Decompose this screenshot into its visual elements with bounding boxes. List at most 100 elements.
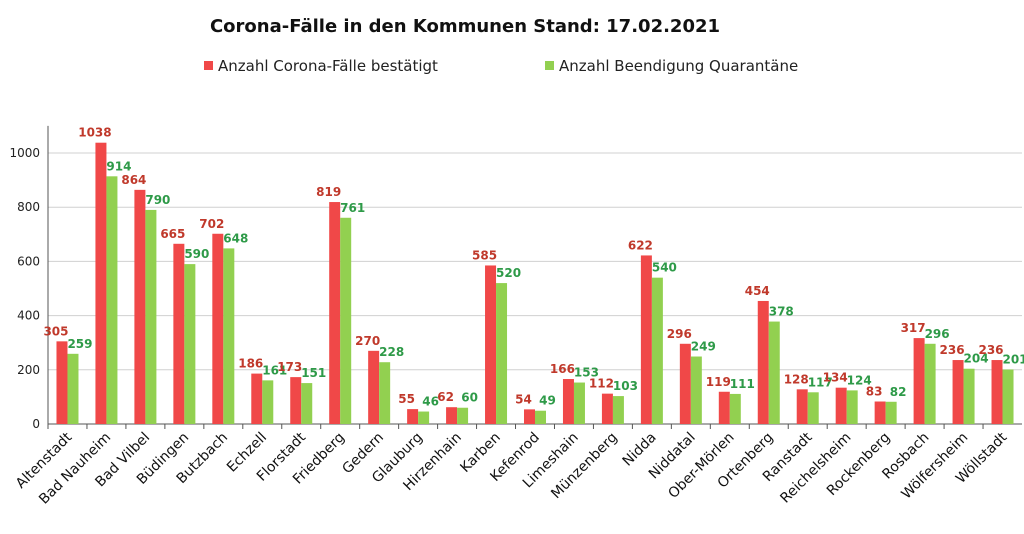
- data-label-quarantine: 520: [496, 266, 521, 280]
- y-tick-label: 800: [17, 200, 40, 214]
- data-label-confirmed: 166: [550, 362, 575, 376]
- bar-quarantine: [496, 283, 508, 424]
- data-label-quarantine: 153: [574, 366, 599, 380]
- bar-confirmed: [524, 409, 535, 424]
- bar-confirmed: [251, 373, 263, 424]
- bar-quarantine: [184, 264, 196, 424]
- bar-confirmed: [913, 338, 925, 424]
- data-label-confirmed: 55: [398, 392, 415, 406]
- bar-quarantine: [457, 407, 469, 424]
- data-label-confirmed: 305: [43, 324, 68, 338]
- bar-quarantine: [729, 393, 741, 424]
- data-label-confirmed: 128: [784, 372, 809, 386]
- data-label-quarantine: 914: [106, 159, 131, 173]
- y-tick-label: 400: [17, 309, 40, 323]
- legend-swatch-quarantine: [545, 61, 554, 70]
- bar-quarantine: [651, 277, 663, 424]
- bar-confirmed: [640, 255, 652, 424]
- bar-quarantine: [963, 368, 975, 424]
- bar-quarantine: [573, 382, 585, 424]
- bar-confirmed: [329, 202, 341, 424]
- bar-quarantine: [223, 248, 235, 424]
- bar-quarantine: [690, 356, 702, 424]
- bar-quarantine: [418, 411, 430, 424]
- bar-confirmed: [134, 189, 146, 424]
- bar-quarantine: [846, 390, 858, 424]
- data-label-quarantine: 49: [539, 394, 556, 408]
- data-label-confirmed: 665: [160, 227, 185, 241]
- bar-confirmed: [991, 360, 1003, 424]
- data-label-quarantine: 201: [1002, 353, 1024, 367]
- y-tick-label: 200: [17, 363, 40, 377]
- bar-quarantine: [340, 217, 352, 424]
- data-label-confirmed: 864: [121, 173, 146, 187]
- bar-confirmed: [757, 300, 769, 424]
- bar-quarantine: [924, 343, 936, 424]
- bar-confirmed: [562, 379, 574, 424]
- data-label-quarantine: 648: [223, 231, 248, 245]
- legend-item-confirmed: Anzahl Corona-Fälle bestätigt: [204, 57, 438, 75]
- data-label-confirmed: 702: [199, 217, 224, 231]
- bar-confirmed: [485, 265, 497, 424]
- data-label-quarantine: 378: [769, 305, 794, 319]
- bar-quarantine: [612, 396, 624, 424]
- data-label-quarantine: 204: [964, 352, 989, 366]
- data-label-confirmed: 622: [628, 238, 653, 252]
- y-tick-label: 600: [17, 254, 40, 268]
- bar-confirmed: [796, 389, 808, 424]
- data-label-quarantine: 103: [613, 379, 638, 393]
- data-label-quarantine: 82: [890, 385, 907, 399]
- bar-quarantine: [106, 176, 118, 424]
- data-label-quarantine: 259: [67, 337, 92, 351]
- data-label-quarantine: 161: [262, 363, 287, 377]
- bar-confirmed: [290, 377, 302, 424]
- bar-confirmed: [874, 401, 886, 424]
- data-label-quarantine: 761: [340, 201, 365, 215]
- data-label-quarantine: 296: [925, 327, 950, 341]
- bar-quarantine: [301, 383, 313, 424]
- data-label-confirmed: 236: [978, 343, 1003, 357]
- bar-confirmed: [718, 391, 730, 424]
- y-tick-label: 0: [32, 417, 40, 431]
- bar-confirmed: [952, 360, 964, 424]
- bar-confirmed: [212, 233, 224, 424]
- data-label-confirmed: 83: [866, 385, 883, 399]
- bar-confirmed: [368, 350, 380, 424]
- data-label-quarantine: 790: [145, 193, 170, 207]
- data-label-quarantine: 117: [808, 375, 833, 389]
- data-label-confirmed: 112: [589, 377, 614, 391]
- data-label-confirmed: 173: [277, 360, 302, 374]
- bar-quarantine: [67, 353, 79, 424]
- data-label-quarantine: 249: [691, 340, 716, 354]
- data-label-quarantine: 590: [184, 247, 209, 261]
- data-label-confirmed: 454: [745, 284, 770, 298]
- bar-quarantine: [885, 401, 897, 424]
- data-label-confirmed: 119: [706, 375, 731, 389]
- chart-title: Corona-Fälle in den Kommunen Stand: 17.0…: [209, 16, 721, 37]
- bar-confirmed: [56, 341, 68, 424]
- bar-quarantine: [379, 362, 391, 424]
- bar-confirmed: [601, 393, 613, 424]
- legend-swatch-confirmed: [204, 61, 213, 70]
- data-label-quarantine: 228: [379, 345, 404, 359]
- data-label-quarantine: 46: [422, 395, 439, 409]
- data-label-confirmed: 134: [823, 371, 848, 385]
- data-label-confirmed: 54: [515, 392, 532, 406]
- data-label-confirmed: 62: [437, 390, 454, 404]
- data-label-quarantine: 60: [461, 391, 478, 405]
- data-label-confirmed: 296: [667, 327, 692, 341]
- bar-quarantine: [535, 410, 546, 424]
- data-label-confirmed: 186: [238, 357, 263, 371]
- data-label-quarantine: 111: [730, 377, 755, 391]
- legend-label-quarantine: Anzahl Beendigung Quarantäne: [559, 57, 799, 75]
- bar-confirmed: [407, 409, 419, 424]
- data-label-confirmed: 236: [940, 343, 965, 357]
- y-tick-label: 1000: [9, 146, 40, 160]
- bar-quarantine: [1002, 369, 1014, 424]
- bar-quarantine: [262, 380, 274, 424]
- legend-label-confirmed: Anzahl Corona-Fälle bestätigt: [218, 57, 438, 75]
- bar-confirmed: [446, 407, 458, 424]
- legend-item-quarantine: Anzahl Beendigung Quarantäne: [545, 57, 798, 75]
